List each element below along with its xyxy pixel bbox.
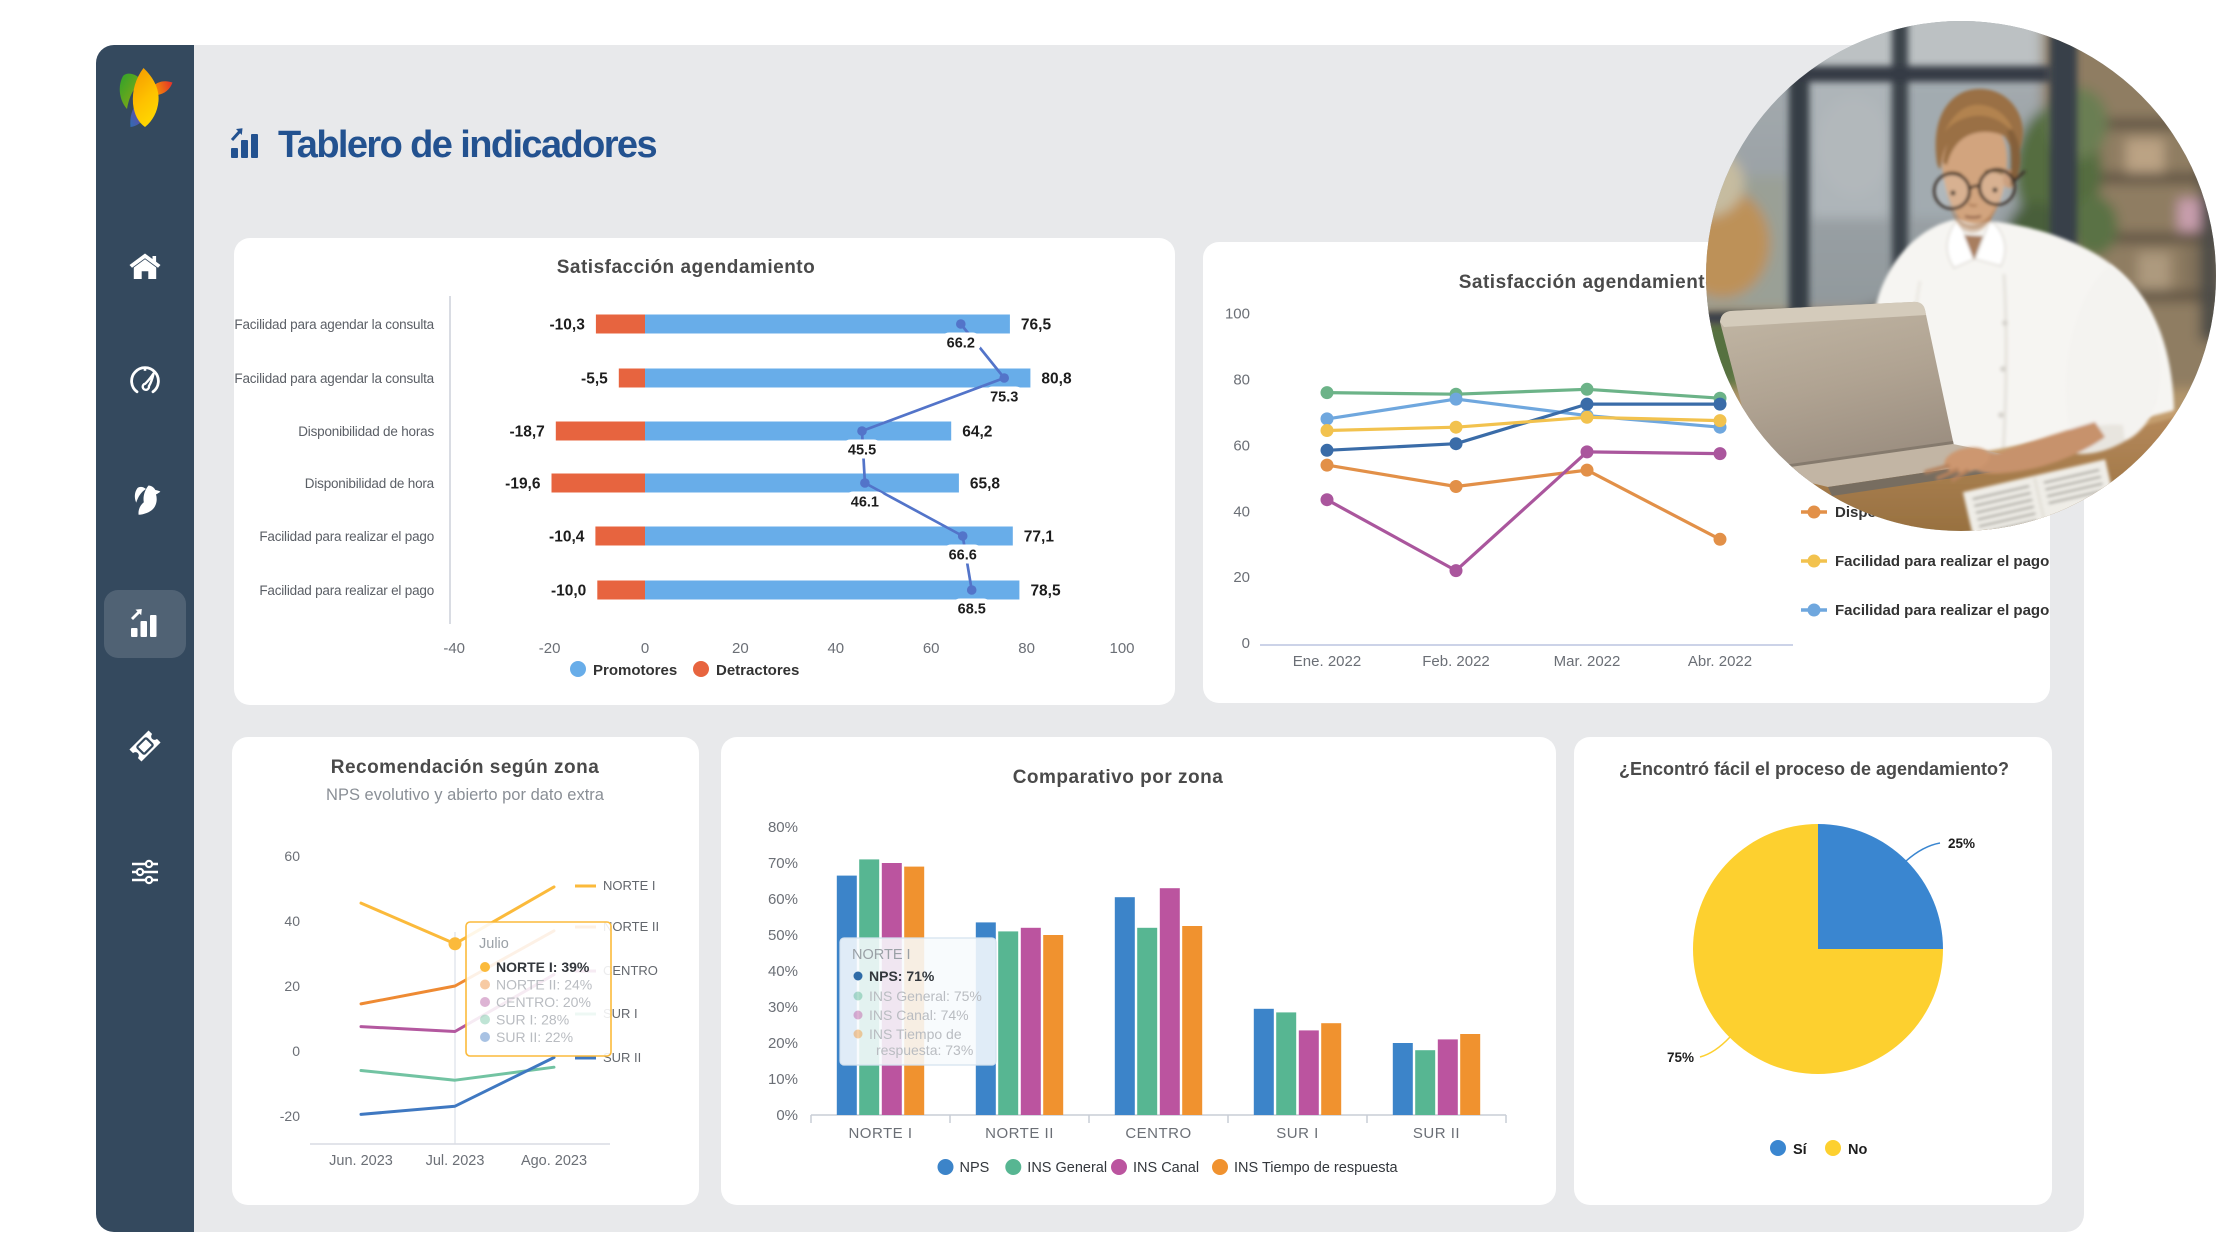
svg-text:-10,0: -10,0 — [551, 583, 586, 600]
svg-text:respuesta: 73%: respuesta: 73% — [876, 1042, 973, 1058]
svg-text:SUR II: SUR II — [603, 1050, 641, 1065]
svg-text:Abr. 2022: Abr. 2022 — [1688, 653, 1752, 670]
svg-text:-40: -40 — [443, 640, 465, 657]
svg-text:80,8: 80,8 — [1041, 371, 1072, 388]
svg-text:INS General: INS General — [1027, 1160, 1107, 1176]
svg-text:Facilidad para realizar el pag: Facilidad para realizar el pago — [259, 529, 434, 544]
svg-text:10%: 10% — [768, 1071, 798, 1088]
svg-text:Sí: Sí — [1793, 1142, 1808, 1158]
svg-text:NORTE II: 24%: NORTE II: 24% — [496, 977, 592, 993]
svg-text:20%: 20% — [768, 1035, 798, 1052]
svg-text:80: 80 — [1018, 640, 1035, 657]
svg-text:20: 20 — [732, 640, 749, 657]
svg-text:-5,5: -5,5 — [581, 371, 608, 388]
svg-text:Facilidad para realizar el pag: Facilidad para realizar el pago — [1835, 553, 2049, 570]
svg-text:60: 60 — [284, 848, 300, 864]
svg-text:60%: 60% — [768, 891, 798, 908]
svg-text:20: 20 — [284, 978, 300, 994]
svg-text:-19,6: -19,6 — [505, 476, 541, 493]
svg-text:50%: 50% — [768, 927, 798, 944]
svg-text:46.1: 46.1 — [851, 495, 879, 511]
svg-text:40: 40 — [827, 640, 844, 657]
svg-text:INS General: 75%: INS General: 75% — [869, 988, 982, 1004]
svg-text:30%: 30% — [768, 999, 798, 1016]
svg-text:Facilidad para realizar el pag: Facilidad para realizar el pago — [1835, 602, 2049, 619]
svg-text:Recomendación según zona: Recomendación según zona — [331, 757, 600, 778]
svg-text:CENTRO: 20%: CENTRO: 20% — [496, 994, 591, 1010]
svg-text:-20: -20 — [539, 640, 561, 657]
svg-text:0: 0 — [1242, 635, 1250, 652]
svg-text:66.2: 66.2 — [947, 336, 975, 352]
svg-text:Facilidad para agendar la cons: Facilidad para agendar la consulta — [234, 371, 434, 386]
svg-text:100: 100 — [1225, 305, 1250, 322]
svg-text:INS Canal: INS Canal — [1133, 1160, 1199, 1176]
svg-text:Feb. 2022: Feb. 2022 — [1422, 653, 1490, 670]
svg-text:Jun. 2023: Jun. 2023 — [329, 1153, 393, 1169]
svg-text:NORTE II: NORTE II — [985, 1125, 1054, 1142]
svg-text:45.5: 45.5 — [848, 443, 876, 459]
svg-text:NPS: NPS — [960, 1160, 990, 1176]
svg-text:NPS: 71%: NPS: 71% — [869, 968, 935, 984]
svg-text:76,5: 76,5 — [1021, 317, 1052, 334]
svg-text:NORTE II: NORTE II — [603, 919, 659, 934]
svg-text:NPS evolutivo y abierto por da: NPS evolutivo y abierto por dato extra — [326, 786, 605, 804]
svg-text:INS Canal: 74%: INS Canal: 74% — [869, 1007, 969, 1023]
svg-text:Mar. 2022: Mar. 2022 — [1554, 653, 1621, 670]
svg-text:40: 40 — [1233, 503, 1250, 520]
svg-text:Jul. 2023: Jul. 2023 — [426, 1153, 485, 1169]
svg-text:SUR I: 28%: SUR I: 28% — [496, 1012, 569, 1028]
svg-text:100: 100 — [1109, 640, 1134, 657]
svg-text:68.5: 68.5 — [958, 602, 986, 618]
svg-text:20: 20 — [1233, 569, 1250, 586]
svg-text:NORTE I: NORTE I — [848, 1125, 912, 1142]
svg-text:Ene. 2022: Ene. 2022 — [1293, 653, 1361, 670]
svg-text:SUR II: SUR II — [1413, 1125, 1460, 1142]
svg-text:65,8: 65,8 — [970, 476, 1001, 493]
svg-text:Promotores: Promotores — [593, 662, 677, 679]
svg-text:Disponibilidad de horas: Disponibilidad de horas — [298, 424, 434, 439]
svg-text:60: 60 — [923, 640, 940, 657]
svg-text:0: 0 — [641, 640, 649, 657]
svg-text:Disponibilidad de hora: Disponibilidad de hora — [305, 476, 435, 491]
svg-text:66.6: 66.6 — [949, 548, 977, 564]
svg-text:0: 0 — [292, 1043, 300, 1059]
svg-text:40: 40 — [284, 913, 300, 929]
svg-text:80: 80 — [1233, 371, 1250, 388]
svg-text:75%: 75% — [1667, 1050, 1694, 1065]
svg-text:40%: 40% — [768, 963, 798, 980]
svg-text:Detractores: Detractores — [716, 662, 799, 679]
svg-text:70%: 70% — [768, 855, 798, 872]
svg-text:78,5: 78,5 — [1030, 583, 1061, 600]
svg-text:Julio: Julio — [479, 936, 509, 952]
svg-text:0%: 0% — [776, 1107, 798, 1124]
svg-text:80%: 80% — [768, 819, 798, 836]
svg-text:-10,3: -10,3 — [550, 317, 586, 334]
svg-text:-20: -20 — [280, 1108, 300, 1124]
svg-text:INS Tiempo de: INS Tiempo de — [869, 1026, 962, 1042]
svg-text:Satisfacción agendamiento: Satisfacción agendamiento — [1459, 272, 1718, 293]
svg-text:NORTE I: NORTE I — [603, 878, 656, 893]
svg-text:Ago. 2023: Ago. 2023 — [521, 1153, 587, 1169]
svg-text:CENTRO: CENTRO — [603, 963, 658, 978]
svg-text:77,1: 77,1 — [1024, 529, 1055, 546]
svg-text:NORTE I: NORTE I — [852, 947, 911, 963]
svg-text:CENTRO: CENTRO — [1125, 1125, 1191, 1142]
svg-text:Facilidad para realizar el pag: Facilidad para realizar el pago — [259, 583, 434, 598]
svg-text:64,2: 64,2 — [962, 424, 992, 441]
svg-text:¿Encontró fácil el proceso de: ¿Encontró fácil el proceso de agendamien… — [1619, 759, 2009, 779]
svg-text:SUR I: SUR I — [1276, 1125, 1319, 1142]
svg-text:Facilidad para agendar la cons: Facilidad para agendar la consulta — [234, 317, 434, 332]
svg-text:-10,4: -10,4 — [549, 529, 585, 546]
svg-text:Satisfacción agendamiento: Satisfacción agendamiento — [557, 257, 816, 278]
svg-text:SUR II: 22%: SUR II: 22% — [496, 1029, 573, 1045]
svg-text:No: No — [1848, 1142, 1867, 1158]
svg-text:Comparativo por zona: Comparativo por zona — [1013, 767, 1224, 788]
svg-text:25%: 25% — [1948, 836, 1975, 851]
svg-text:75.3: 75.3 — [990, 390, 1018, 406]
svg-text:60: 60 — [1233, 437, 1250, 454]
svg-text:INS Tiempo de respuesta: INS Tiempo de respuesta — [1234, 1160, 1399, 1176]
svg-text:NORTE I: 39%: NORTE I: 39% — [496, 959, 590, 975]
svg-text:-18,7: -18,7 — [509, 424, 544, 441]
